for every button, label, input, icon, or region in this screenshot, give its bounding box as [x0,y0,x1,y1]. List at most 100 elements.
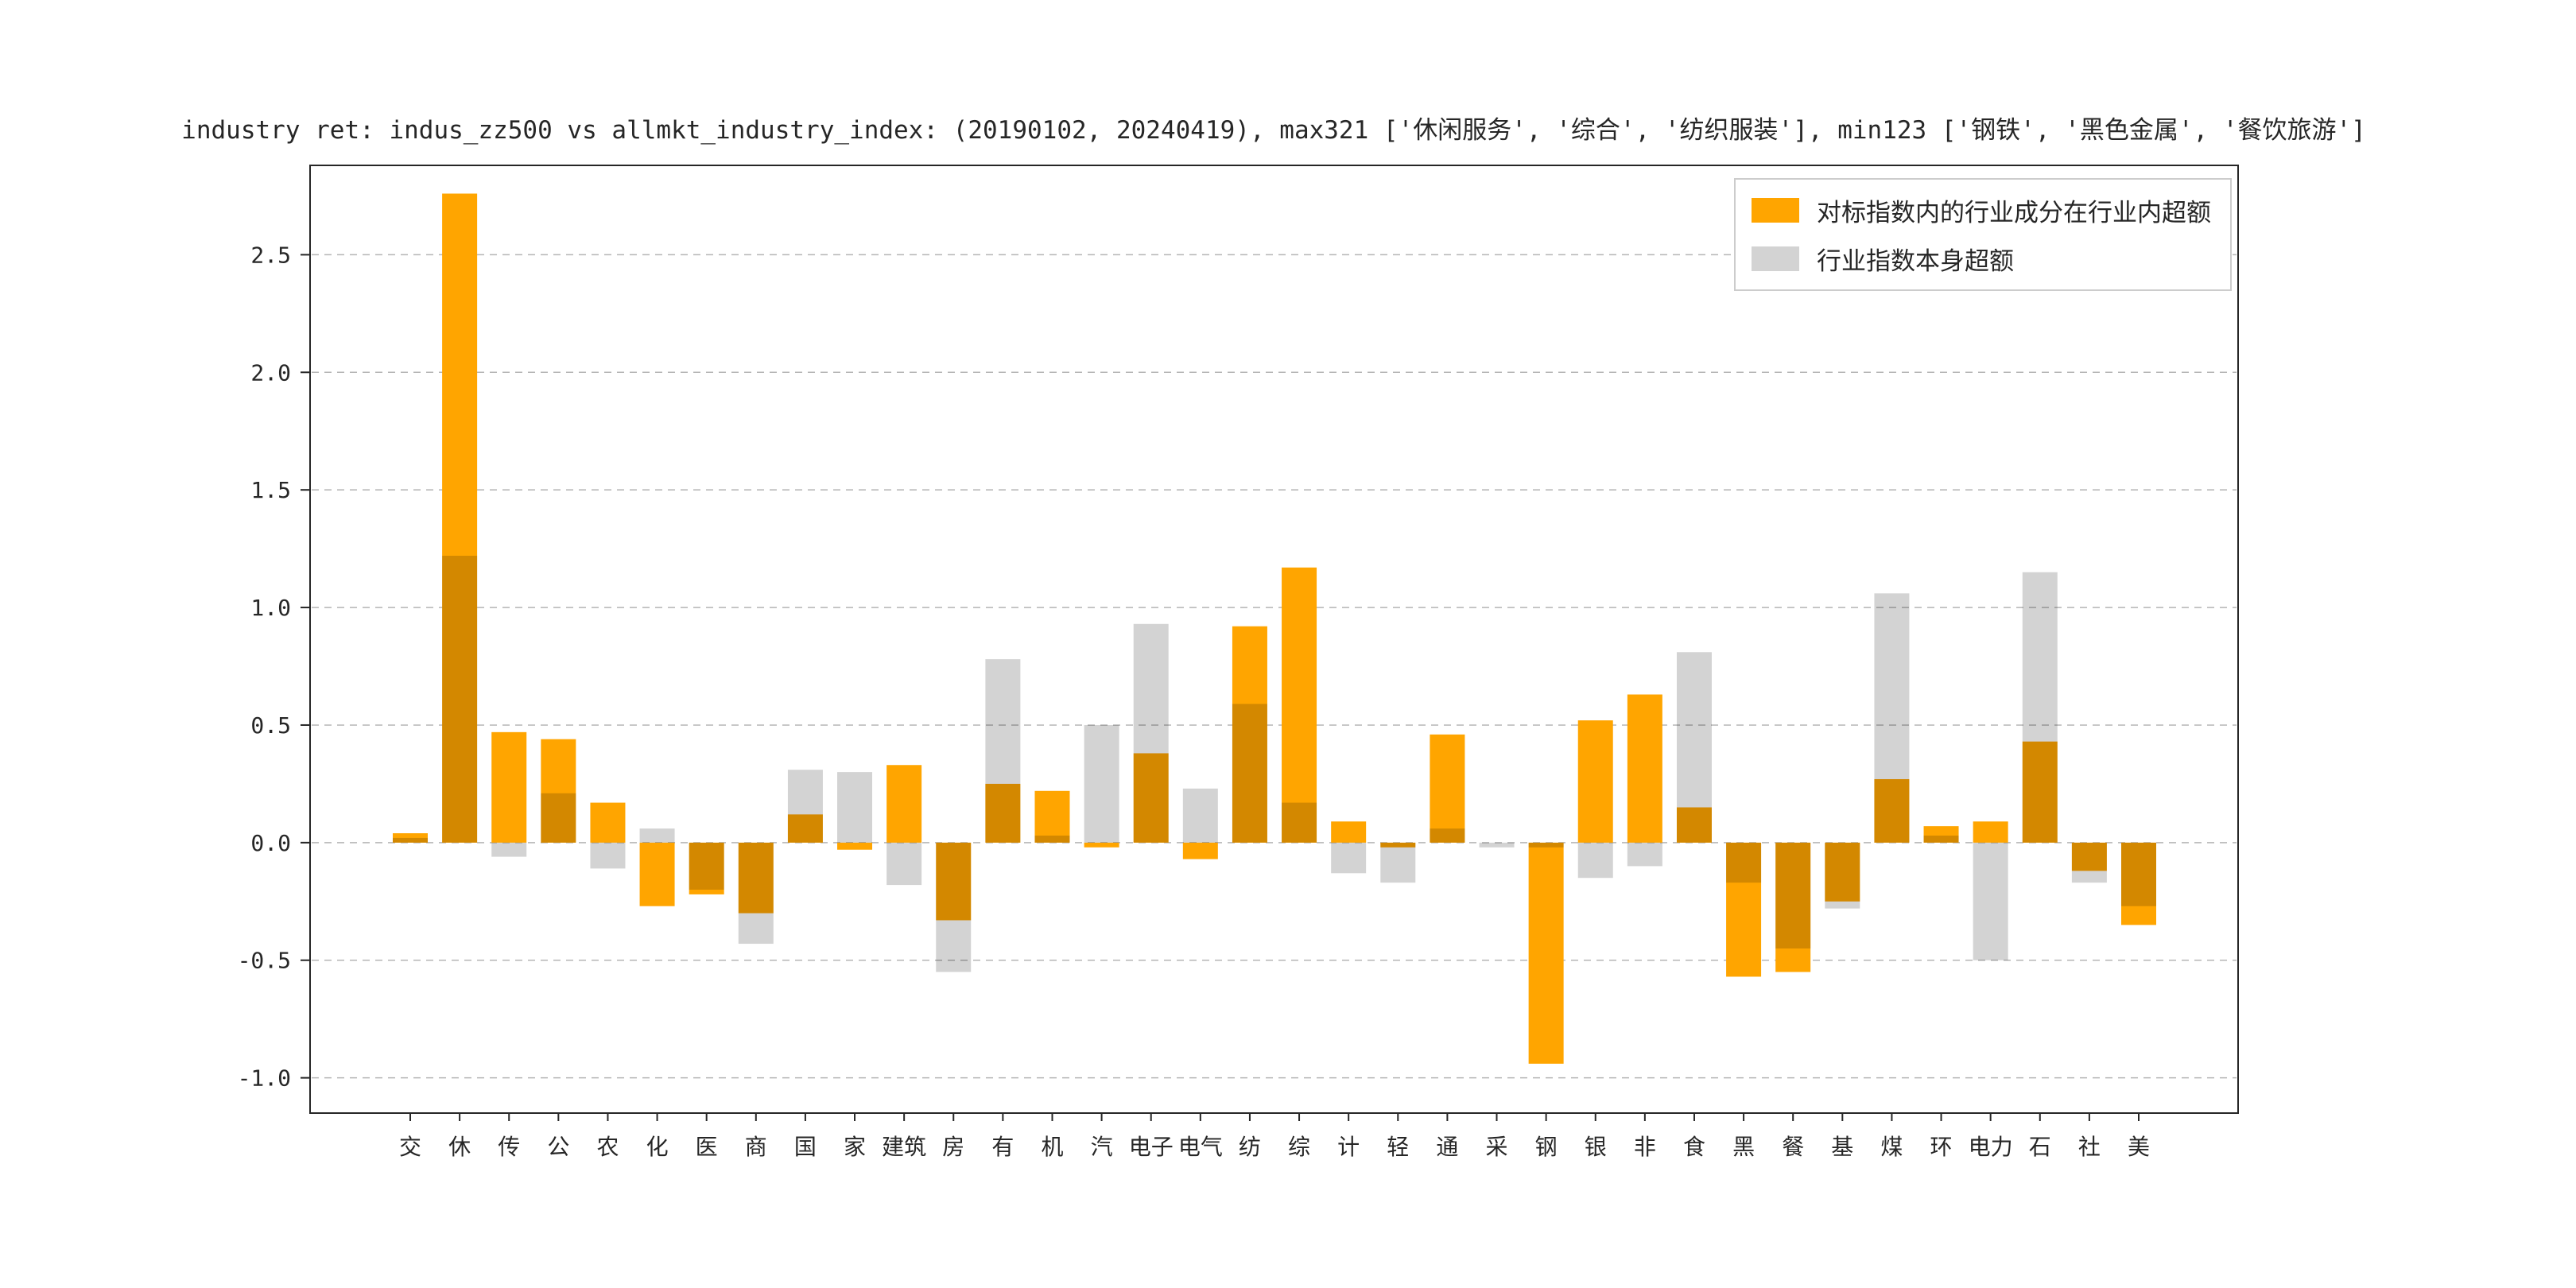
bar-index-excess-环 [1923,835,1959,843]
bar-index-excess-通 [1430,828,1465,843]
legend-swatch-gray [1752,246,1799,271]
bar-index-excess-农 [590,842,626,869]
bar-index-excess-电子 [1133,623,1169,843]
x-axis-label-传: 传 [498,1134,520,1160]
x-axis-label-房: 房 [942,1134,964,1160]
x-axis-label-银: 银 [1585,1134,1607,1160]
bar-index-excess-公 [541,793,576,843]
bar-index-excess-黑 [1726,842,1762,883]
bar-component-excess-建筑 [886,765,922,843]
x-axis-label-国: 国 [794,1134,817,1160]
bar-index-excess-交 [393,837,428,843]
x-axis-label-钢: 钢 [1535,1134,1558,1160]
bar-component-excess-汽 [1084,842,1119,848]
bar-component-excess-农 [590,802,626,843]
x-axis-label-环: 环 [1930,1134,1953,1160]
bar-component-excess-银 [1577,720,1613,843]
x-axis-label-纺: 纺 [1239,1134,1261,1160]
bar-index-excess-电气 [1182,788,1218,843]
x-axis-label-商: 商 [745,1134,767,1160]
bar-index-excess-纺 [1232,704,1267,843]
bar-index-excess-汽 [1084,724,1119,843]
legend-swatch-orange [1752,198,1799,223]
bar-component-excess-电力 [1973,821,2008,843]
bar-index-excess-社 [2071,842,2107,883]
bar-index-excess-石 [2022,572,2058,843]
y-tick-label--1.0: -1.0 [238,1065,291,1092]
bar-index-excess-计 [1331,842,1367,874]
bar-component-excess-化 [639,842,675,906]
bar-index-excess-房 [936,842,972,972]
bar-index-excess-休 [442,555,478,843]
x-axis-label-机: 机 [1041,1134,1063,1160]
bar-index-excess-建筑 [886,842,922,886]
x-axis-label-医: 医 [696,1134,718,1160]
x-axis-label-休: 休 [448,1134,471,1160]
bar-index-excess-商 [738,842,774,945]
y-tick-label-1.0: 1.0 [250,595,291,621]
bar-index-excess-医 [689,842,724,890]
y-tick-label--0.5: -0.5 [238,948,291,974]
bar-index-excess-家 [837,772,873,843]
x-axis-label-交: 交 [399,1134,421,1160]
x-axis-label-电气: 电气 [1178,1134,1223,1160]
bar-index-excess-电力 [1973,842,2008,960]
bar-index-excess-美 [2121,842,2156,906]
x-axis-label-电力: 电力 [1969,1134,2013,1160]
y-tick-label-0.5: 0.5 [250,712,291,739]
x-axis-label-家: 家 [844,1134,866,1160]
y-tick-label-0.0: 0.0 [250,830,291,856]
bar-index-excess-采 [1479,842,1515,848]
bar-index-excess-机 [1034,835,1070,843]
x-axis-label-美: 美 [2128,1134,2150,1160]
bar-index-excess-化 [639,828,675,843]
bar-index-excess-非 [1627,842,1662,867]
bar-index-excess-综 [1282,802,1317,843]
x-axis-label-基: 基 [1831,1134,1853,1160]
bar-component-excess-机 [1034,790,1070,843]
y-tick-label-2.5: 2.5 [250,242,291,268]
bar-index-excess-银 [1577,842,1613,879]
bar-component-excess-钢 [1528,842,1564,1064]
bar-component-excess-电气 [1182,842,1218,859]
x-axis-label-黑: 黑 [1732,1134,1755,1160]
bar-component-excess-综 [1282,567,1317,843]
bar-index-excess-钢 [1528,842,1564,848]
legend-item-component-excess: 对标指数内的行业成分在行业内超额 [1752,192,2211,228]
x-axis-label-建筑: 建筑 [882,1134,926,1160]
legend-item-index-excess: 行业指数本身超额 [1752,241,2211,277]
y-tick-label-1.5: 1.5 [250,477,291,503]
x-axis-label-石: 石 [2029,1134,2051,1160]
legend-label-component-excess: 对标指数内的行业成分在行业内超额 [1817,199,2211,227]
bar-index-excess-基 [1825,842,1860,909]
bar-component-excess-家 [837,842,873,850]
x-axis-label-电子: 电子 [1129,1134,1174,1160]
bar-component-excess-传 [491,731,527,843]
x-axis-label-煤: 煤 [1880,1134,1903,1160]
x-axis-label-农: 农 [596,1134,619,1160]
axes-spines [309,165,2239,1114]
bar-index-excess-传 [491,842,527,857]
x-axis-label-采: 采 [1486,1134,1508,1160]
legend-box: 对标指数内的行业成分在行业内超额 行业指数本身超额 [1734,178,2232,291]
legend-label-index-excess: 行业指数本身超额 [1817,247,2014,276]
x-axis-label-轻: 轻 [1387,1134,1409,1160]
bar-component-excess-计 [1331,821,1367,843]
chart-title: industry ret: indus_zz500 vs allmkt_indu… [181,116,2366,145]
x-axis-label-通: 通 [1436,1134,1458,1160]
x-axis-label-化: 化 [646,1134,669,1160]
x-axis-label-计: 计 [1337,1134,1360,1160]
x-axis-label-综: 综 [1288,1134,1310,1160]
x-axis-label-有: 有 [991,1134,1014,1160]
x-axis-label-餐: 餐 [1782,1134,1804,1160]
x-axis-label-汽: 汽 [1091,1134,1113,1160]
x-axis-label-社: 社 [2078,1134,2101,1160]
bar-index-excess-轻 [1380,842,1416,883]
bar-component-excess-通 [1430,734,1465,843]
bar-index-excess-有 [985,659,1021,843]
bar-index-excess-食 [1676,652,1712,843]
bar-index-excess-煤 [1874,593,1910,843]
x-axis-label-食: 食 [1683,1134,1705,1160]
